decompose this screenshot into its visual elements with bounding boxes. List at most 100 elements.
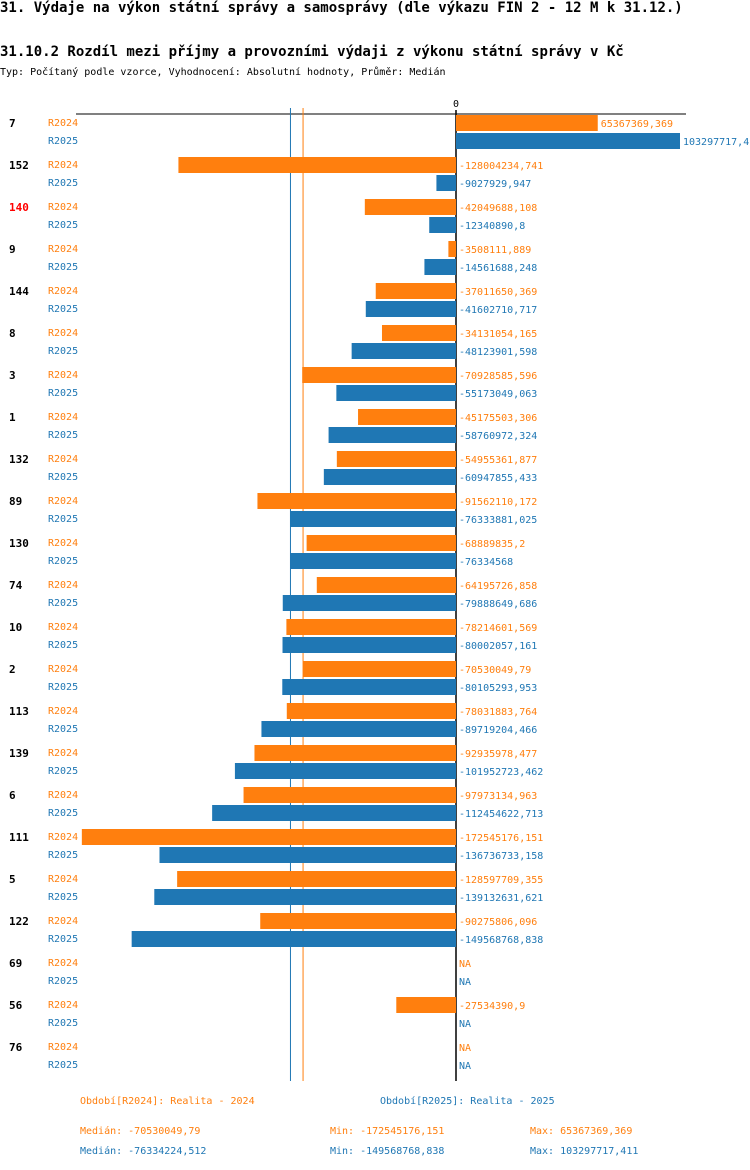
category-label-152: 152 [9,159,29,172]
bar-139-r2024 [254,745,456,761]
value-label-74-r2024: -64195726,858 [459,581,537,592]
series-label-139-r2024: R2024 [48,748,78,759]
category-label-5: 5 [9,873,16,886]
value-label-139-r2025: -101952723,462 [459,767,543,778]
bar-5-r2024 [177,871,456,887]
value-label-130-r2024: -68889835,2 [459,539,525,550]
bar-5-r2025 [154,889,457,905]
bar-152-r2025 [436,175,456,191]
series-label-9-r2025: R2025 [48,262,78,273]
series-label-111-r2025: R2025 [48,850,78,861]
bar-113-r2025 [261,721,456,737]
value-label-113-r2025: -89719204,466 [459,725,537,736]
stat-max-r2024: Max: 65367369,369 [530,1126,633,1137]
value-label-2-r2025: -80105293,953 [459,683,537,694]
chart-title: 31.10.2 Rozdíl mezi příjmy a provozními … [0,44,624,60]
value-label-122-r2025: -149568768,838 [459,935,543,946]
series-label-1-r2024: R2024 [48,412,78,423]
series-label-144-r2025: R2025 [48,304,78,315]
series-label-113-r2024: R2024 [48,706,78,717]
series-label-56-r2025: R2025 [48,1018,78,1029]
series-label-1-r2025: R2025 [48,430,78,441]
series-label-140-r2024: R2024 [48,202,78,213]
series-label-130-r2024: R2024 [48,538,78,549]
category-label-111: 111 [9,831,29,844]
value-label-74-r2025: -79888649,686 [459,599,537,610]
series-label-89-r2024: R2024 [48,496,78,507]
bar-140-r2025 [429,217,456,233]
series-label-10-r2024: R2024 [48,622,78,633]
category-label-1: 1 [9,411,16,424]
category-label-122: 122 [9,915,29,928]
series-label-132-r2025: R2025 [48,472,78,483]
bar-9-r2025 [424,259,456,275]
bar-2-r2024 [303,661,456,677]
zero-tick-label: 0 [453,99,459,110]
bar-139-r2025 [234,763,456,779]
value-label-152-r2024: -128004234,741 [459,161,543,172]
value-label-1-r2025: -58760972,324 [459,431,537,442]
value-label-5-r2024: -128597709,355 [459,875,543,886]
bar-111-r2024 [81,829,457,845]
series-label-8-r2024: R2024 [48,328,78,339]
value-label-10-r2025: -80002057,161 [459,641,537,652]
category-label-3: 3 [9,369,16,382]
value-label-8-r2025: -48123901,598 [459,347,537,358]
series-label-130-r2025: R2025 [48,556,78,567]
series-label-69-r2024: R2024 [48,958,78,969]
value-label-9-r2024: -3508111,889 [459,245,531,256]
bar-132-r2025 [323,469,456,485]
series-label-5-r2024: R2024 [48,874,78,885]
series-label-3-r2024: R2024 [48,370,78,381]
category-label-7: 7 [9,117,16,130]
value-label-111-r2024: -172545176,151 [459,833,543,844]
value-label-9-r2025: -14561688,248 [459,263,537,274]
category-label-76: 76 [9,1041,23,1054]
legend-r2024: Období[R2024]: Realita - 2024 [80,1096,255,1107]
bar-152-r2024 [178,157,456,173]
series-label-2-r2025: R2025 [48,682,78,693]
category-label-132: 132 [9,453,29,466]
series-label-2-r2024: R2024 [48,664,78,675]
bar-89-r2024 [257,493,456,509]
bar-8-r2024 [381,325,456,341]
bar-122-r2025 [131,931,456,947]
series-label-8-r2025: R2025 [48,346,78,357]
category-label-113: 113 [9,705,29,718]
category-label-144: 144 [9,285,29,298]
bar-89-r2025 [290,511,456,527]
value-label-1-r2024: -45175503,306 [459,413,537,424]
category-label-2: 2 [9,663,16,676]
bar-74-r2024 [316,577,456,593]
bar-144-r2025 [365,301,456,317]
stat-median-r2025: Medián: -76334224,512 [80,1146,207,1157]
category-label-74: 74 [9,579,23,592]
bar-8-r2025 [351,343,456,359]
bar-1-r2024 [358,409,456,425]
series-label-69-r2025: R2025 [48,976,78,987]
bar-132-r2024 [336,451,456,467]
series-label-152-r2024: R2024 [48,160,78,171]
category-label-56: 56 [9,999,23,1012]
value-label-76-r2024: NA [459,1043,471,1054]
series-label-152-r2025: R2025 [48,178,78,189]
series-label-89-r2025: R2025 [48,514,78,525]
series-label-132-r2024: R2024 [48,454,78,465]
value-label-2-r2024: -70530049,79 [459,665,531,676]
series-label-56-r2024: R2024 [48,1000,78,1011]
stat-median-r2024: Medián: -70530049,79 [80,1126,201,1137]
series-label-5-r2025: R2025 [48,892,78,903]
value-label-132-r2024: -54955361,877 [459,455,537,466]
bar-2-r2025 [282,679,456,695]
value-label-132-r2025: -60947855,433 [459,473,537,484]
category-label-6: 6 [9,789,16,802]
stat-min-r2025: Min: -149568768,838 [330,1146,445,1157]
category-label-8: 8 [9,327,16,340]
value-label-139-r2024: -92935978,477 [459,749,537,760]
series-label-6-r2025: R2025 [48,808,78,819]
chart-meta: Typ: Počítaný podle vzorce, Vyhodnocení:… [0,67,446,78]
value-label-140-r2024: -42049688,108 [459,203,537,214]
bar-74-r2025 [282,595,456,611]
bar-130-r2025 [290,553,456,569]
